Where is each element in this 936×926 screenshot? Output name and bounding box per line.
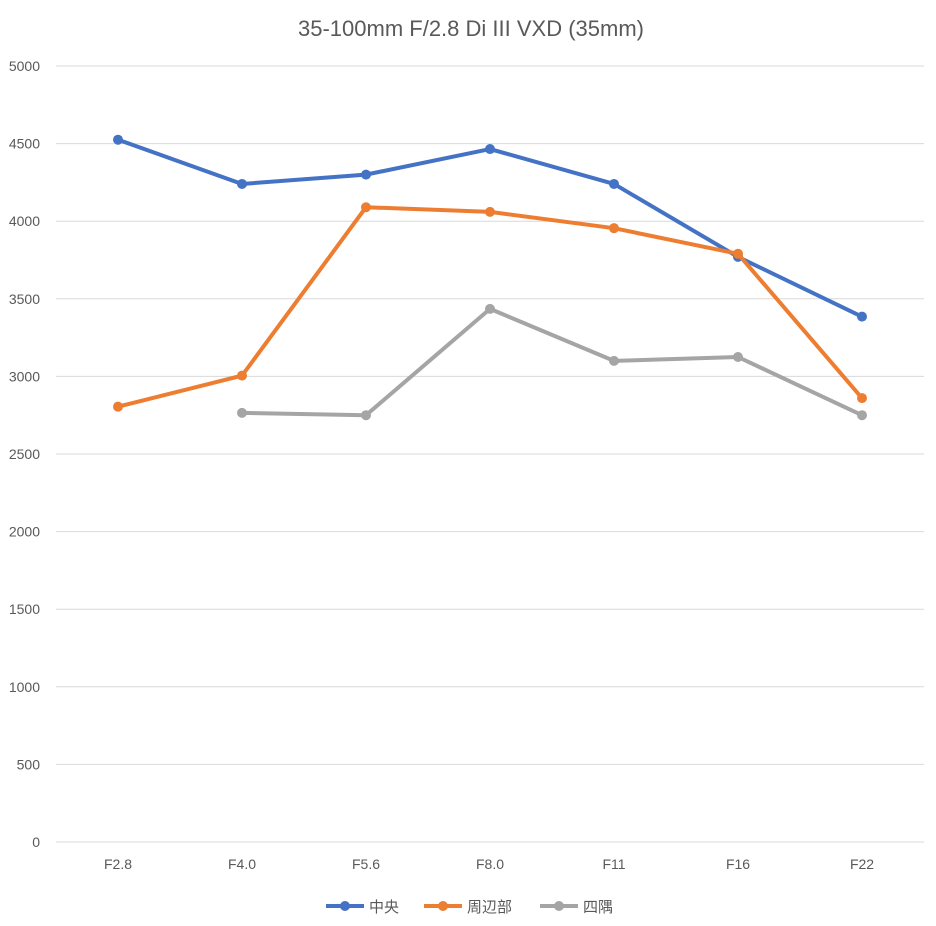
data-point (485, 303, 495, 314)
data-point (237, 407, 247, 418)
data-point (113, 134, 123, 145)
chart-title: 35-100mm F/2.8 Di III VXD (35mm) (298, 16, 644, 41)
gridlines (56, 65, 924, 843)
x-tick-label: F22 (850, 856, 874, 872)
legend-item: 中央 (326, 899, 399, 916)
data-point (237, 178, 247, 189)
x-tick-label: F5.6 (352, 856, 380, 872)
y-tick-label: 1500 (9, 601, 40, 617)
series-line (240, 306, 864, 418)
data-point (237, 370, 247, 381)
legend-item: 四隅 (540, 899, 613, 916)
series-line (116, 137, 864, 319)
data-point (733, 352, 743, 362)
legend-label: 中央 (369, 899, 399, 916)
y-tick-label: 1000 (9, 679, 40, 695)
data-point (113, 401, 123, 412)
legend-marker-icon (340, 901, 350, 911)
data-point (609, 355, 619, 366)
data-point (361, 169, 371, 180)
x-tick-label: F11 (602, 856, 625, 872)
y-axis-ticks: 0 500 1000 1500 2000 2500 3000 3500 4000 4500 5000 (9, 58, 40, 850)
y-tick-label: 3500 (9, 291, 40, 307)
series-0 (113, 134, 867, 322)
x-tick-label: F16 (726, 856, 750, 872)
series-group (113, 134, 867, 421)
data-point (485, 206, 495, 217)
y-tick-label: 500 (17, 756, 41, 772)
data-point (857, 311, 867, 322)
data-point (733, 248, 743, 259)
data-point (361, 202, 371, 213)
data-point (485, 144, 495, 155)
data-point (609, 223, 619, 234)
y-tick-label: 0 (32, 834, 40, 850)
x-tick-label: F4.0 (228, 856, 256, 872)
data-point (857, 393, 867, 404)
x-tick-label: F2.8 (104, 856, 132, 872)
series-2 (237, 303, 867, 421)
y-tick-label: 3000 (9, 368, 40, 384)
legend: 中央 周辺部 四隅 (326, 899, 613, 916)
data-point (609, 178, 619, 189)
data-point (857, 410, 867, 421)
legend-item: 周辺部 (424, 899, 512, 916)
legend-marker-icon (554, 901, 564, 911)
legend-label: 周辺部 (467, 899, 512, 916)
x-tick-label: F8.0 (476, 856, 504, 872)
y-tick-label: 2000 (9, 524, 40, 540)
y-tick-label: 5000 (9, 58, 40, 74)
series-1 (113, 202, 867, 412)
data-point (361, 410, 371, 421)
y-tick-label: 2500 (9, 446, 40, 462)
x-axis-ticks: F2.8 F4.0 F5.6 F8.0 F11 F16 F22 (104, 856, 874, 872)
legend-marker-icon (438, 901, 448, 911)
y-tick-label: 4000 (9, 213, 40, 229)
y-tick-label: 4500 (9, 136, 40, 152)
legend-label: 四隅 (583, 899, 613, 916)
